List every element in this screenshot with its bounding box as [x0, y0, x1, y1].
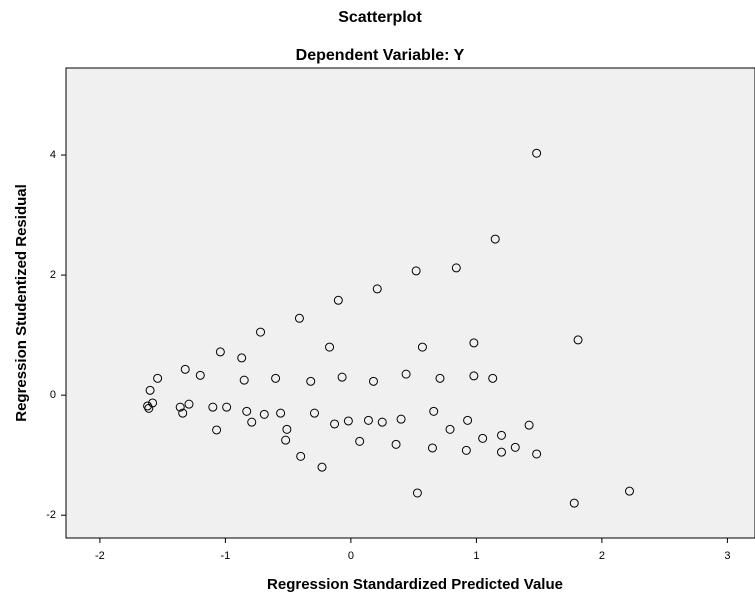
y-tick-label: 0 [50, 389, 56, 401]
x-tick-label: 1 [473, 550, 479, 562]
x-tick-label: 2 [599, 550, 605, 562]
x-tick-label: -2 [95, 550, 105, 562]
y-tick-label: -2 [46, 509, 56, 521]
y-tick-label: 4 [50, 149, 56, 161]
x-tick-label: 3 [724, 550, 730, 562]
y-tick-label: 2 [50, 269, 56, 281]
x-tick-label: 0 [348, 550, 354, 562]
y-axis-label: Regression Studentized Residual [13, 184, 30, 422]
chart-title: Scatterplot [338, 9, 422, 26]
x-axis-label: Regression Standardized Predicted Value [267, 576, 563, 593]
page: {"chart_data": {"type": "scatter", "titl… [0, 0, 755, 595]
plot-area [66, 68, 755, 538]
x-tick-label: -1 [220, 550, 230, 562]
chart-subtitle: Dependent Variable: Y [296, 47, 465, 64]
chart: Scatterplot Dependent Variable: Y Regres… [0, 0, 755, 595]
